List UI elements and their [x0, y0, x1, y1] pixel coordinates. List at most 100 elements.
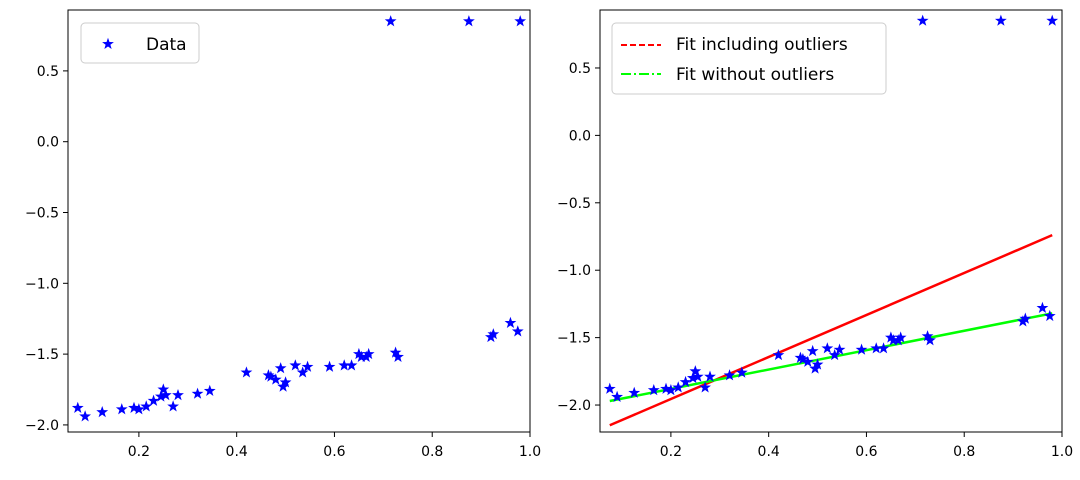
data-point — [147, 394, 160, 406]
data-point — [796, 352, 809, 365]
data-point — [686, 371, 699, 384]
data-point — [723, 369, 736, 381]
data-point — [870, 342, 883, 354]
data-point — [159, 388, 172, 401]
data-point — [132, 403, 145, 415]
data-point — [691, 370, 704, 382]
data-point — [345, 359, 358, 371]
legend-label-without-outliers: Fit without outliers — [676, 65, 834, 85]
data-point — [806, 344, 819, 357]
x-tick-label: 1.0 — [519, 444, 541, 460]
x-tick-label: 0.6 — [855, 444, 877, 460]
fit-line-without-outliers — [609, 312, 1053, 403]
data-point — [191, 387, 204, 399]
data-point — [323, 360, 336, 372]
data-point — [994, 14, 1007, 26]
data-point — [140, 400, 153, 412]
data-point — [772, 348, 785, 361]
data-point — [735, 366, 748, 378]
y-tick-label: 0.0 — [569, 128, 591, 144]
left-y-axis: −2.0 −1.5 −1.0 −0.5 0.0 0.5 — [25, 64, 68, 434]
data-point — [355, 350, 368, 362]
data-point — [1043, 309, 1056, 322]
y-tick-label: −1.5 — [557, 331, 591, 347]
data-point — [679, 375, 692, 388]
data-point — [801, 355, 814, 367]
data-point — [514, 15, 527, 27]
data-point — [611, 390, 624, 402]
data-point — [1046, 14, 1059, 26]
x-tick-label: 0.8 — [953, 444, 975, 460]
data-point — [203, 384, 216, 396]
data-point — [279, 376, 292, 388]
data-point — [877, 342, 890, 354]
data-point — [462, 15, 475, 27]
data-point — [855, 343, 868, 355]
y-tick-label: −1.0 — [25, 276, 59, 292]
left-legend-star-marker — [102, 37, 114, 50]
data-point — [1036, 301, 1049, 313]
y-tick-label: −0.5 — [25, 206, 59, 222]
data-point — [664, 384, 677, 396]
y-tick-label: −0.5 — [557, 196, 591, 212]
right-y-axis: −2.0 −1.5 −1.0 −0.5 0.0 0.5 — [557, 61, 600, 414]
y-tick-label: −1.5 — [25, 347, 59, 363]
data-point — [828, 348, 841, 361]
right-fit-lines — [609, 234, 1053, 427]
data-point — [362, 347, 375, 360]
data-point — [884, 331, 897, 343]
data-point — [894, 331, 907, 343]
data-point — [264, 370, 277, 382]
data-point — [1019, 312, 1032, 324]
x-tick-label: 0.4 — [226, 444, 248, 460]
left-plot-frame — [67, 9, 531, 433]
fit-line-with-outliers — [609, 234, 1053, 427]
left-chart: 0.2 0.4 0.6 0.8 1.0 −2.0 −1.5 −1.0 −0.5 0.0 0.5 D… — [25, 9, 541, 460]
right-plot-frame — [599, 9, 1063, 433]
right-x-axis: 0.2 0.4 0.6 0.8 1.0 — [660, 432, 1073, 460]
data-point — [511, 325, 524, 337]
x-tick-label: 0.6 — [323, 444, 345, 460]
x-tick-label: 1.0 — [1051, 444, 1073, 460]
data-point — [115, 403, 128, 415]
data-point — [289, 359, 302, 371]
data-point — [96, 405, 109, 418]
y-tick-label: −2.0 — [557, 398, 591, 414]
data-point — [71, 401, 84, 413]
y-tick-label: 0.5 — [569, 61, 591, 77]
data-point — [154, 390, 167, 402]
data-point — [269, 373, 282, 385]
left-legend-box — [80, 22, 200, 64]
data-point — [689, 365, 702, 377]
left-x-axis: 0.2 0.4 0.6 0.8 1.0 — [128, 432, 541, 460]
data-point — [821, 342, 834, 354]
left-legend-label-data: Data — [146, 35, 187, 55]
right-legend: Fit including outliers Fit without outli… — [611, 22, 887, 95]
data-point — [167, 400, 180, 412]
right-chart: 0.2 0.4 0.6 0.8 1.0 −2.0 −1.5 −1.0 −0.5 0.0 0.5 F… — [557, 9, 1073, 460]
data-point — [338, 359, 351, 371]
data-point — [274, 362, 287, 374]
data-point — [921, 330, 934, 342]
x-tick-label: 0.2 — [660, 444, 682, 460]
data-point — [352, 347, 365, 360]
data-point — [647, 384, 660, 396]
x-tick-label: 0.2 — [128, 444, 150, 460]
data-point — [240, 366, 253, 378]
data-point — [392, 350, 404, 362]
y-tick-label: 0.0 — [37, 135, 59, 151]
right-data-points — [603, 14, 1059, 402]
data-point — [887, 334, 900, 346]
data-point — [389, 346, 402, 358]
data-point — [924, 334, 936, 346]
data-point — [916, 14, 929, 26]
y-tick-label: −2.0 — [25, 418, 59, 434]
data-point — [384, 15, 397, 27]
data-point — [672, 381, 685, 393]
data-point — [628, 386, 641, 398]
data-point — [699, 381, 712, 393]
x-tick-label: 0.4 — [758, 444, 780, 460]
data-point — [704, 370, 716, 382]
data-point — [172, 388, 184, 401]
